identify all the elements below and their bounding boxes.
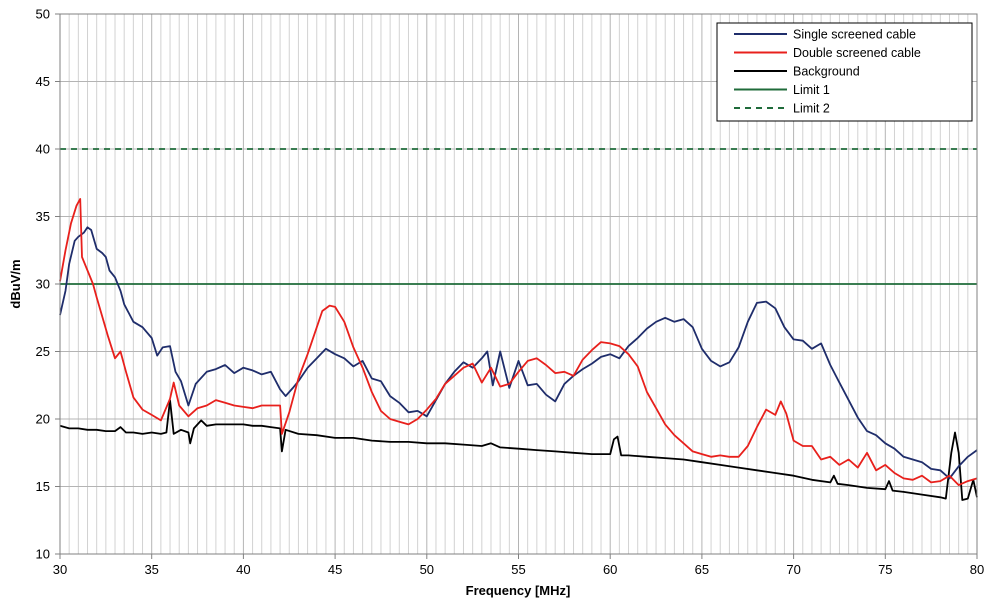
y-tick-label: 45	[36, 74, 50, 89]
series-lines	[59, 148, 978, 501]
y-tick-label: 10	[36, 547, 50, 562]
legend-label: Double screened cable	[793, 46, 921, 60]
x-tick-label: 70	[786, 562, 800, 577]
legend: Single screened cable Double screened cab…	[716, 22, 973, 122]
series-line	[59, 198, 978, 486]
y-tick-label: 25	[36, 344, 50, 359]
x-tick-label: 55	[511, 562, 525, 577]
y-tick-label: 40	[36, 142, 50, 157]
x-tick-label: 30	[53, 562, 67, 577]
x-axis-title: Frequency [MHz]	[466, 583, 571, 598]
y-axis-title: dBuV/m	[8, 259, 23, 308]
x-tick-label: 50	[420, 562, 434, 577]
x-tick-label: 65	[695, 562, 709, 577]
y-tick-label: 50	[36, 7, 50, 22]
y-tick-label: 15	[36, 479, 50, 494]
series-line	[59, 226, 978, 480]
y-tick-label: 30	[36, 277, 50, 292]
legend-label: Limit 1	[793, 83, 830, 97]
y-tick-label: 20	[36, 412, 50, 427]
legend-label: Limit 2	[793, 102, 830, 116]
x-tick-label: 60	[603, 562, 617, 577]
y-tick-label: 35	[36, 209, 50, 224]
x-axis-ticks: 30 35 40 45 50 55 60 65 70 75 80	[53, 554, 984, 577]
legend-label: Background	[793, 65, 860, 79]
x-tick-label: 40	[236, 562, 250, 577]
legend-box	[716, 22, 973, 122]
x-tick-label: 75	[878, 562, 892, 577]
y-axis-ticks: 10 15 20 25 30 35 40 45 50	[36, 7, 60, 562]
x-tick-label: 80	[970, 562, 984, 577]
x-tick-label: 45	[328, 562, 342, 577]
x-tick-label: 35	[144, 562, 158, 577]
legend-label: Single screened cable	[793, 28, 916, 42]
series-line	[59, 399, 978, 501]
